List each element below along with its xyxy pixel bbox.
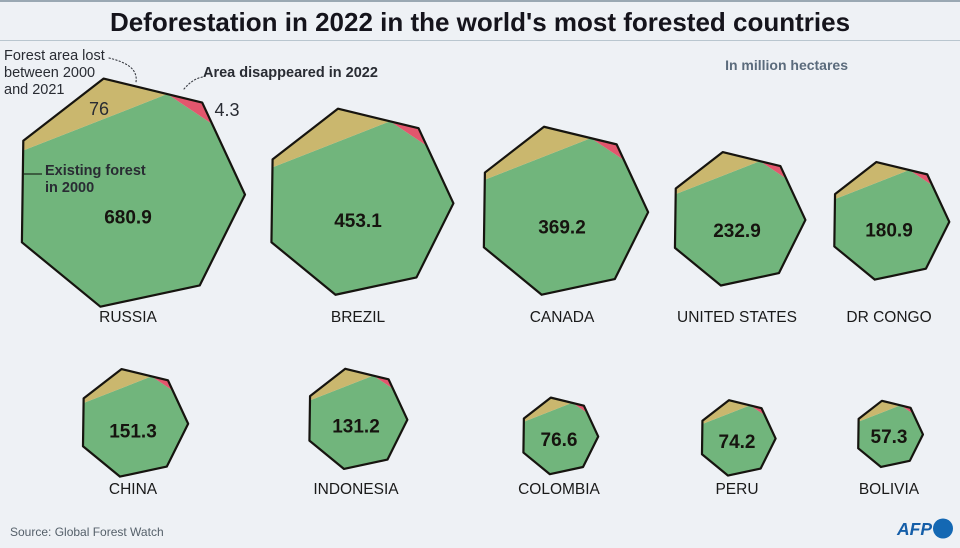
svg-text:CANADA: CANADA	[530, 309, 595, 326]
svg-text:RUSSIA: RUSSIA	[99, 309, 157, 326]
svg-text:76: 76	[89, 99, 109, 119]
svg-text:131.2: 131.2	[332, 416, 380, 437]
svg-text:180.9: 180.9	[865, 221, 913, 242]
svg-text:INDONESIA: INDONESIA	[313, 481, 399, 498]
svg-text:680.9: 680.9	[104, 207, 152, 228]
svg-text:DR CONGO: DR CONGO	[846, 309, 931, 326]
svg-text:4.3: 4.3	[214, 100, 239, 120]
svg-text:AFP: AFP	[896, 519, 932, 539]
svg-text:PERU: PERU	[715, 481, 758, 498]
svg-text:453.1: 453.1	[334, 211, 382, 232]
svg-text:151.3: 151.3	[109, 421, 157, 442]
svg-text:369.2: 369.2	[538, 217, 586, 238]
svg-text:232.9: 232.9	[713, 221, 761, 242]
svg-text:74.2: 74.2	[719, 432, 756, 453]
svg-text:BOLIVIA: BOLIVIA	[859, 481, 920, 498]
svg-text:BREZIL: BREZIL	[331, 309, 386, 326]
svg-text:CHINA: CHINA	[109, 481, 158, 498]
svg-text:UNITED STATES: UNITED STATES	[677, 309, 797, 326]
svg-text:COLOMBIA: COLOMBIA	[518, 481, 600, 498]
svg-text:57.3: 57.3	[871, 427, 908, 448]
svg-text:76.6: 76.6	[541, 430, 578, 451]
